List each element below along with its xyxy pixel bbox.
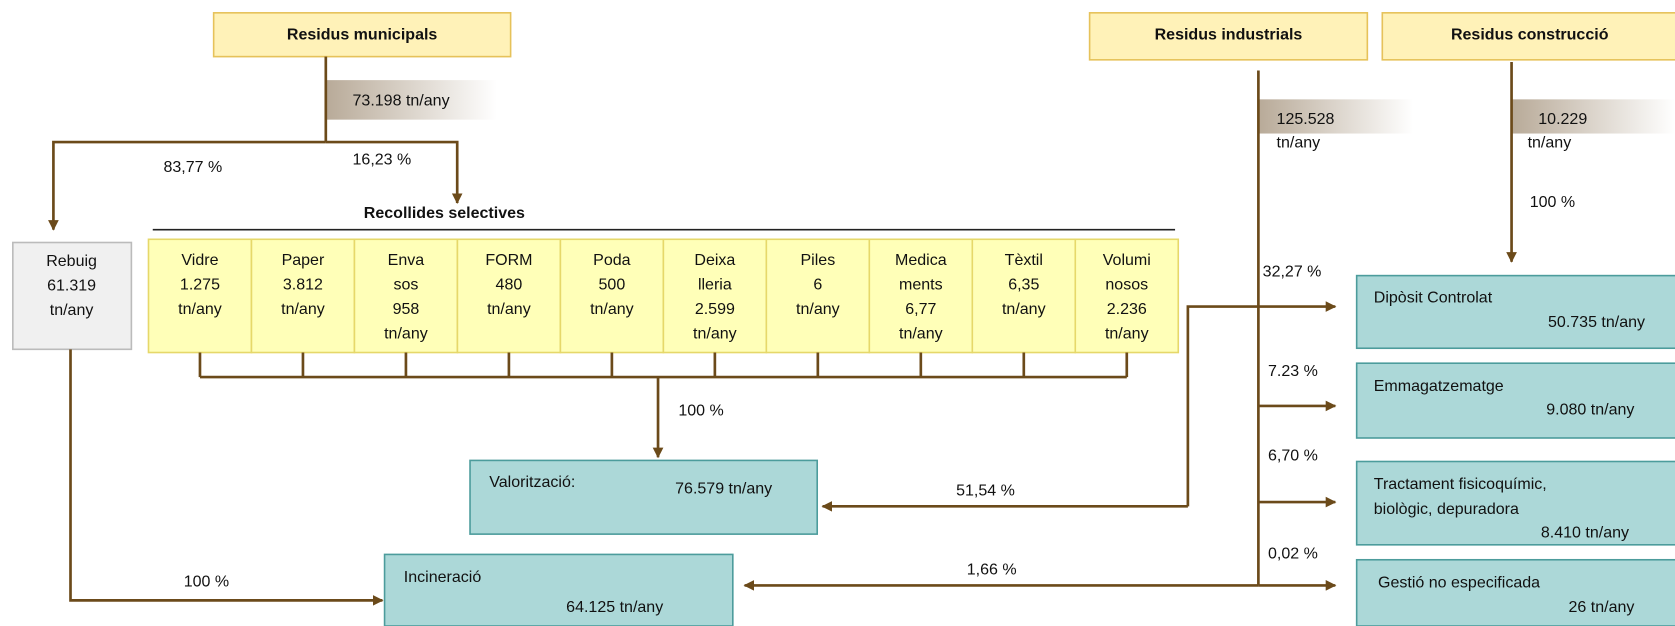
selective-label: 480 bbox=[496, 275, 523, 293]
selective-cell bbox=[971, 238, 1077, 354]
selective-label: tn/any bbox=[590, 300, 634, 318]
flow-amount: tn/any bbox=[1277, 133, 1321, 151]
selective-label: 2.599 bbox=[695, 300, 735, 318]
selective-label: 6 bbox=[813, 275, 822, 293]
flow-shade bbox=[1258, 99, 1414, 134]
flow-shade bbox=[325, 80, 497, 120]
destination-amount: 50.735 tn/any bbox=[1548, 313, 1645, 331]
percentage: 51,54 % bbox=[956, 482, 1015, 500]
percentage: 100 % bbox=[184, 572, 229, 590]
selective-label: Vidre bbox=[181, 251, 218, 269]
flow-amount: tn/any bbox=[1528, 133, 1572, 151]
percentage: 100 % bbox=[678, 402, 723, 420]
selective-label: 3.812 bbox=[283, 275, 323, 293]
destination-box bbox=[1355, 460, 1675, 546]
destination-name: Tractament fisicoquímic, bbox=[1374, 475, 1547, 493]
selective-label: tn/any bbox=[1105, 325, 1149, 343]
selective-label: Volumi bbox=[1103, 251, 1151, 269]
selective-label: tn/any bbox=[796, 300, 840, 318]
percentage: 7.23 % bbox=[1268, 362, 1318, 380]
selective-label: 2.236 bbox=[1107, 300, 1147, 318]
selective-label: ments bbox=[899, 275, 943, 293]
source-title: Residus municipals bbox=[287, 25, 438, 43]
percentage: 83,77 % bbox=[163, 158, 222, 176]
percentage: 100 % bbox=[1530, 193, 1575, 211]
source-box bbox=[1381, 12, 1675, 61]
percentage: 32,27 % bbox=[1263, 263, 1322, 281]
selective-label: 6,35 bbox=[1008, 275, 1039, 293]
selective-label: tn/any bbox=[899, 325, 943, 343]
selective-label: tn/any bbox=[693, 325, 737, 343]
destination-name: Valorització: bbox=[489, 473, 575, 491]
flow-arrow bbox=[69, 349, 384, 606]
destination-amount: 26 tn/any bbox=[1569, 598, 1635, 616]
destination-name: biològic, depuradora bbox=[1374, 500, 1519, 518]
flow-amount: 73.198 tn/any bbox=[353, 92, 450, 110]
destination-amount: 8.410 tn/any bbox=[1541, 523, 1629, 541]
selective-label: Poda bbox=[593, 251, 630, 269]
selective-label: tn/any bbox=[384, 325, 428, 343]
percentage: 16,23 % bbox=[353, 150, 412, 168]
selective-label: Medica bbox=[895, 251, 947, 269]
percentage: 1,66 % bbox=[967, 561, 1017, 579]
selective-cell bbox=[765, 238, 871, 354]
selective-label: 500 bbox=[599, 275, 626, 293]
selective-label: Tèxtil bbox=[1005, 251, 1043, 269]
selective-label: lleria bbox=[698, 275, 732, 293]
destination-amount: 9.080 tn/any bbox=[1546, 400, 1634, 418]
selective-label: FORM bbox=[485, 251, 532, 269]
selective-cell bbox=[559, 238, 665, 354]
destination-name: Gestió no especificada bbox=[1378, 573, 1540, 591]
rebuig-box bbox=[12, 241, 133, 351]
destination-name: Incineració bbox=[404, 568, 482, 586]
selective-cell bbox=[147, 238, 253, 354]
flow-arrow bbox=[325, 140, 463, 205]
selective-items: Vidre 1.275 tn/any Paper 3.812 tn/any Enva sos 9… bbox=[147, 238, 1180, 379]
selective-cell bbox=[868, 238, 974, 354]
selective-label: nosos bbox=[1105, 275, 1148, 293]
source-title: Residus industrials bbox=[1155, 25, 1303, 43]
selective-cell bbox=[1074, 238, 1180, 354]
flow-arrow bbox=[1186, 301, 1337, 507]
selective-cell bbox=[456, 238, 562, 354]
percentage: 0,02 % bbox=[1268, 545, 1318, 563]
selective-label: sos bbox=[393, 275, 418, 293]
selective-label: Paper bbox=[282, 251, 325, 269]
selective-label: 958 bbox=[393, 300, 420, 318]
selective-label: Piles bbox=[800, 251, 835, 269]
destination-amount: 64.125 tn/any bbox=[566, 598, 663, 616]
destination-amount: 76.579 tn/any bbox=[675, 479, 772, 497]
flow-shade bbox=[1511, 99, 1675, 134]
flow-amount: 10.229 bbox=[1538, 110, 1587, 128]
percentage: 6,70 % bbox=[1268, 446, 1318, 464]
source-title: Residus construcció bbox=[1451, 25, 1609, 43]
flow-arrow bbox=[48, 140, 326, 231]
selective-label: Deixa bbox=[694, 251, 735, 269]
section-title: Recollides selectives bbox=[364, 204, 525, 222]
selective-label: tn/any bbox=[178, 300, 222, 318]
rebuig-label: Rebuig bbox=[46, 252, 97, 270]
flow-amount: 125.528 bbox=[1277, 110, 1335, 128]
destination-box bbox=[1355, 362, 1675, 439]
destination-box bbox=[1355, 274, 1675, 350]
selective-cell bbox=[662, 238, 768, 354]
selective-label: Enva bbox=[388, 251, 425, 269]
selective-label: 6,77 bbox=[905, 300, 936, 318]
source-box bbox=[1088, 12, 1369, 61]
destination-name: Emmagatzematge bbox=[1374, 377, 1504, 395]
selective-label: tn/any bbox=[487, 300, 531, 318]
rebuig-label: tn/any bbox=[50, 301, 94, 319]
selective-label: tn/any bbox=[281, 300, 325, 318]
selective-label: 1.275 bbox=[180, 275, 220, 293]
destination-name: Dipòsit Controlat bbox=[1374, 288, 1493, 306]
selective-label: tn/any bbox=[1002, 300, 1046, 318]
destination-box bbox=[469, 459, 819, 535]
rebuig-label: 61.319 bbox=[47, 277, 96, 295]
destination-box bbox=[383, 553, 734, 626]
source-box bbox=[212, 12, 512, 58]
